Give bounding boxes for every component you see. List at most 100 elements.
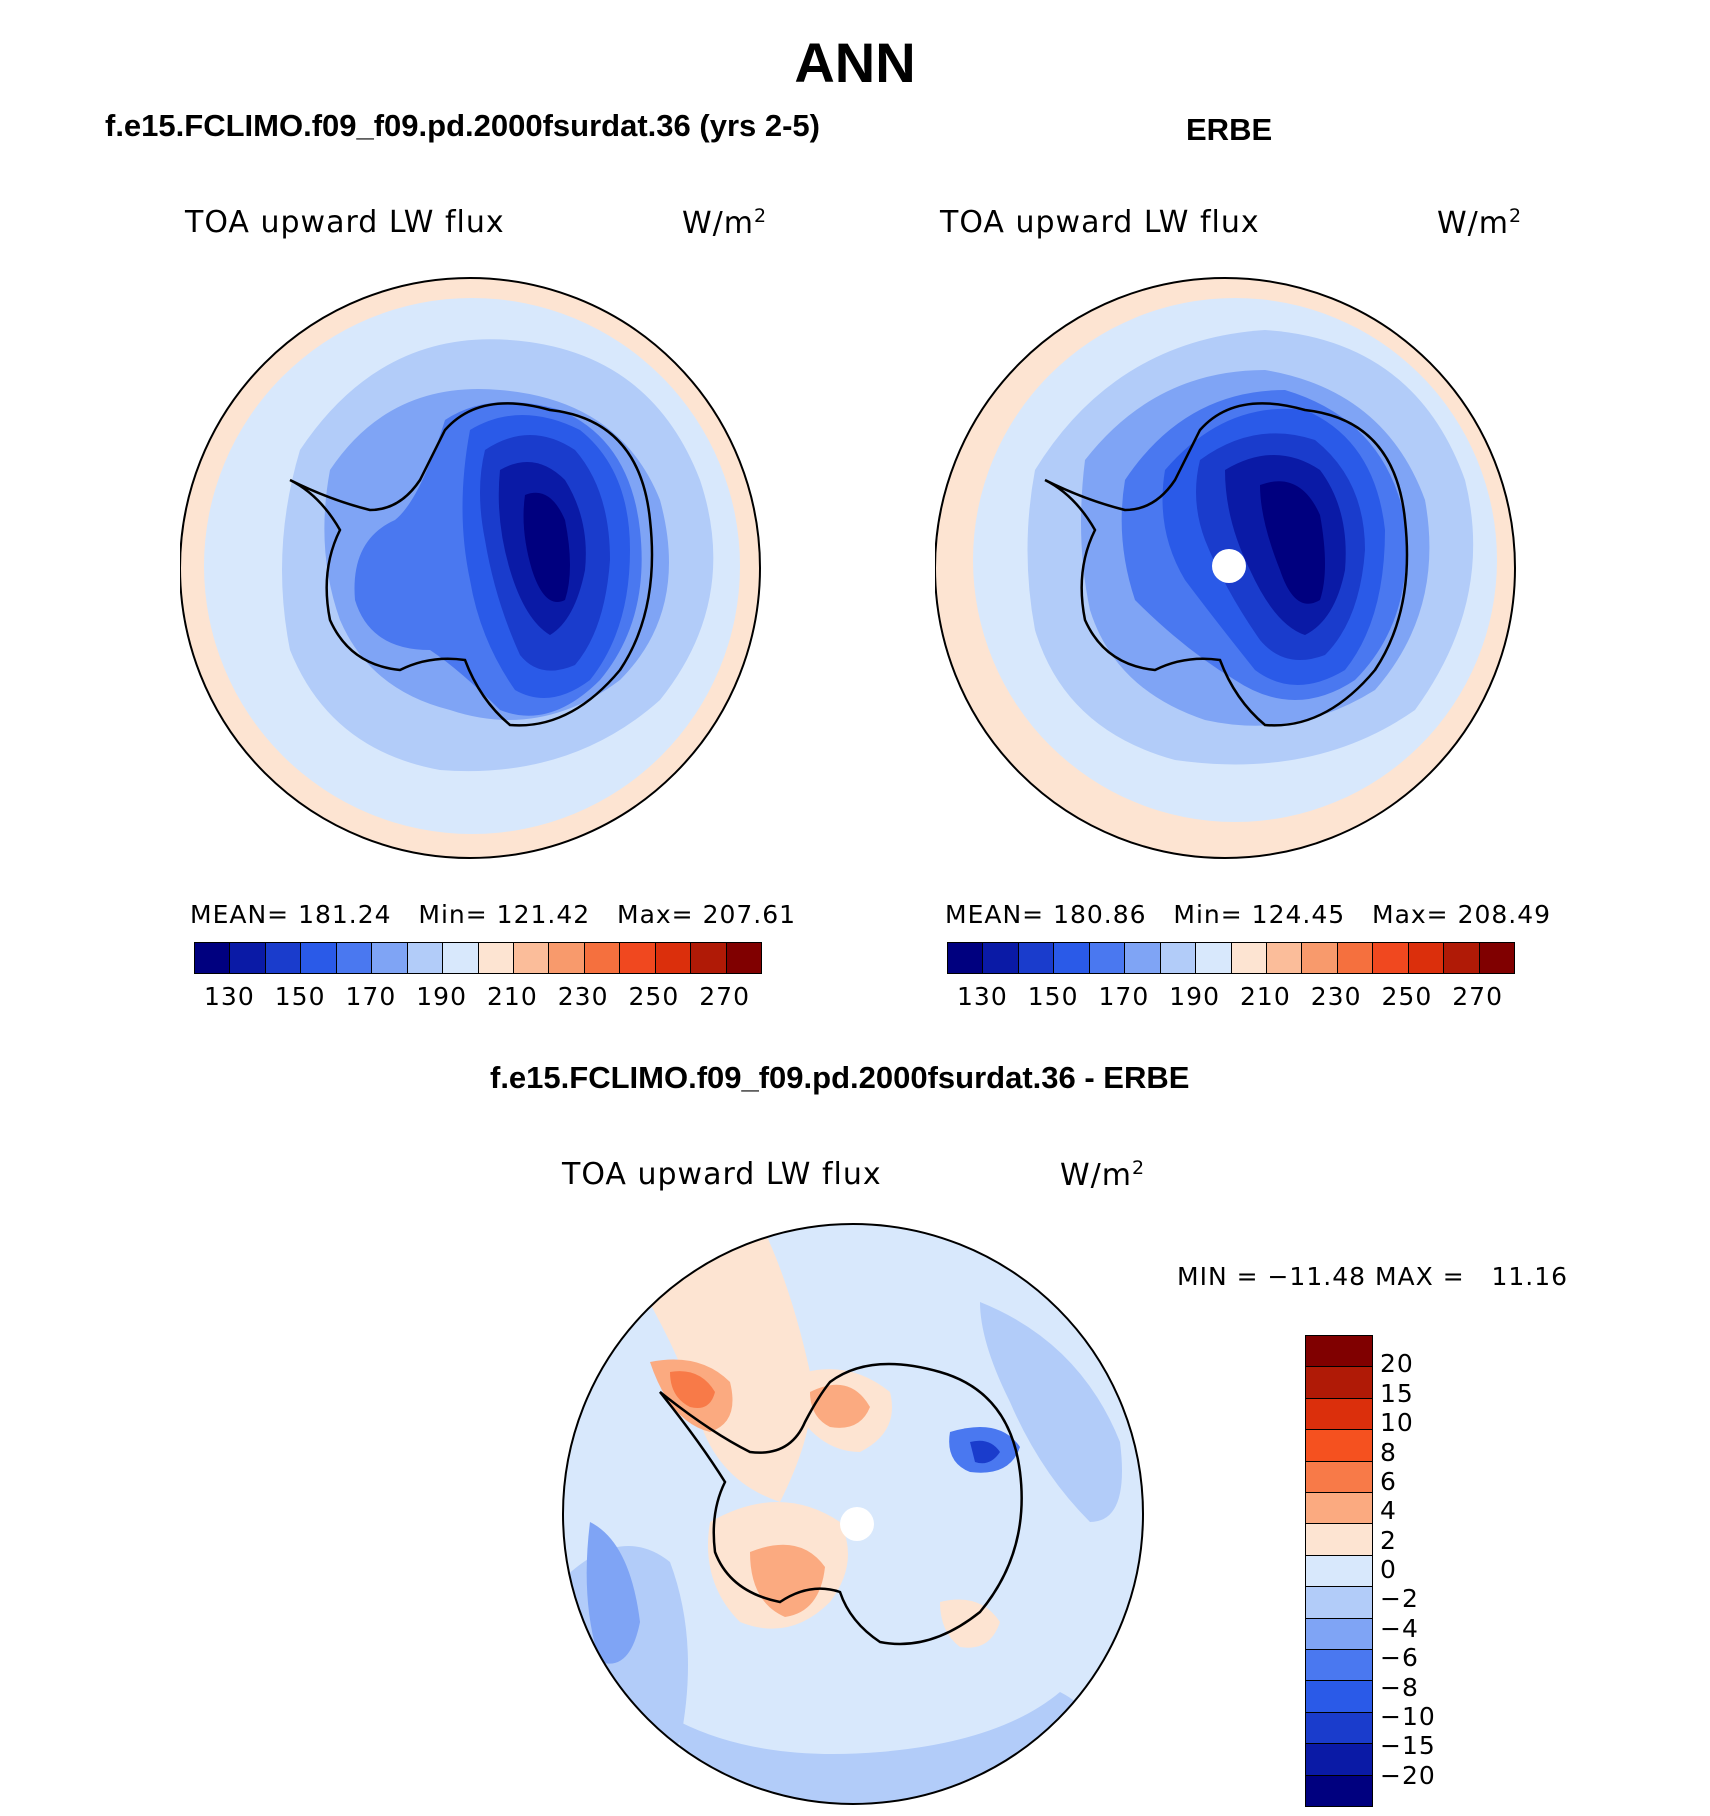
colorbar-obs bbox=[947, 942, 1515, 974]
panel2-units: W/m2 bbox=[1437, 205, 1523, 241]
colorbar-swatch bbox=[443, 943, 479, 973]
colorbar-tick-label: 210 bbox=[487, 982, 538, 1011]
diff-neg-region-east bbox=[980, 1302, 1122, 1522]
colorbar-swatch bbox=[230, 943, 266, 973]
antarctica-coastline bbox=[659, 1362, 1023, 1646]
colorbar-tick-label: 130 bbox=[957, 982, 1008, 1011]
main-title: ANN bbox=[794, 31, 916, 94]
map-panel-model bbox=[180, 277, 761, 859]
colorbar-tick-label: 270 bbox=[1452, 982, 1503, 1011]
colorbar-swatch bbox=[478, 943, 514, 973]
colorbar-tick-label: 250 bbox=[628, 982, 680, 1011]
map-panel-obs bbox=[935, 277, 1516, 859]
colorbar-tick-label: −20 bbox=[1380, 1760, 1436, 1790]
colorbar-swatch bbox=[1306, 1712, 1372, 1745]
missing-data-pole bbox=[840, 1507, 874, 1541]
colorbar-swatch bbox=[1306, 1744, 1372, 1776]
panel1-stats: MEAN= 181.24 Min= 121.42 Max= 207.61 bbox=[190, 900, 797, 929]
colorbar-swatch bbox=[1306, 1493, 1372, 1525]
colorbar-diff bbox=[1305, 1335, 1373, 1807]
missing-data-pole bbox=[1212, 549, 1246, 583]
colorbar-swatch bbox=[407, 943, 444, 973]
colorbar-swatch bbox=[1306, 1775, 1372, 1807]
colorbar-swatch bbox=[195, 943, 231, 973]
colorbar-swatch bbox=[1306, 1461, 1372, 1494]
antarctica-coastline bbox=[289, 402, 654, 727]
colorbar-tick-label: −4 bbox=[1380, 1613, 1419, 1643]
colorbar-swatch bbox=[1196, 943, 1232, 973]
diff-title: f.e15.FCLIMO.f09_f09.pd.2000fsurdat.36 -… bbox=[490, 1060, 1190, 1095]
colorbar-swatch bbox=[1089, 943, 1126, 973]
colorbar-model-ticks: 130 150 170 190 210 230 250 270 bbox=[194, 982, 760, 1014]
colorbar-swatch bbox=[1306, 1587, 1372, 1619]
colorbar-swatch bbox=[1054, 943, 1090, 973]
contour-120-130 bbox=[1260, 481, 1325, 604]
colorbar-swatch bbox=[301, 943, 337, 973]
colorbar-tick-label: 190 bbox=[416, 982, 467, 1011]
colorbar-swatch bbox=[1306, 1555, 1372, 1588]
diff-pos-region-east-interior bbox=[940, 1599, 1000, 1648]
map-border bbox=[180, 277, 761, 859]
colorbar-tick-label: −6 bbox=[1380, 1643, 1419, 1673]
colorbar-tick-label: 6 bbox=[1380, 1466, 1397, 1496]
colorbar-swatch bbox=[1306, 1398, 1372, 1431]
colorbar-tick-label: 4 bbox=[1380, 1496, 1397, 1526]
panel1-units: W/m2 bbox=[682, 205, 768, 241]
diff-minmax: MIN = −11.48 MAX = 11.16 bbox=[1177, 1262, 1569, 1291]
diff-variable: TOA upward LW flux bbox=[562, 1157, 882, 1192]
colorbar-swatch bbox=[265, 943, 302, 973]
colorbar-swatch bbox=[1266, 943, 1303, 973]
colorbar-tick-label: 190 bbox=[1169, 982, 1220, 1011]
colorbar-swatch bbox=[1408, 943, 1445, 973]
diff-units: W/m2 bbox=[1060, 1157, 1146, 1193]
colorbar-tick-label: −2 bbox=[1380, 1584, 1419, 1614]
colorbar-tick-label: 270 bbox=[699, 982, 750, 1011]
diff-pos-region-north-core bbox=[810, 1384, 870, 1428]
antarctica-coastline bbox=[1044, 402, 1409, 727]
colorbar-swatch bbox=[1306, 1367, 1372, 1399]
colorbar-swatch bbox=[1018, 943, 1055, 973]
colorbar-swatch bbox=[1337, 943, 1374, 973]
colorbar-tick-label: 130 bbox=[204, 982, 255, 1011]
diff-pos-region-peninsula-core bbox=[670, 1371, 715, 1408]
colorbar-swatch bbox=[1231, 943, 1267, 973]
colorbar-tick-label: −10 bbox=[1380, 1701, 1436, 1731]
colorbar-swatch bbox=[1125, 943, 1161, 973]
colorbar-swatch bbox=[726, 943, 761, 973]
colorbar-tick-label: 210 bbox=[1240, 982, 1291, 1011]
colorbar-swatch bbox=[1306, 1336, 1372, 1368]
colorbar-diff-ticks: 20 15 10 8 6 4 2 0 −2 −4 −6 −8 −10 −15 −20 bbox=[1380, 1335, 1470, 1805]
colorbar-swatch bbox=[1373, 943, 1409, 973]
colorbar-swatch bbox=[1160, 943, 1197, 973]
colorbar-obs-ticks: 130 150 170 190 210 230 250 270 bbox=[947, 982, 1513, 1014]
diff-neg-region-west-core bbox=[586, 1522, 640, 1664]
colorbar-tick-label: 250 bbox=[1381, 982, 1433, 1011]
colorbar-tick-label: 170 bbox=[1098, 982, 1150, 1011]
colorbar-tick-label: 230 bbox=[1310, 982, 1362, 1011]
colorbar-tick-label: −8 bbox=[1380, 1672, 1419, 1702]
colorbar-swatch bbox=[513, 943, 550, 973]
map-border bbox=[562, 1223, 1144, 1805]
colorbar-swatch bbox=[1306, 1650, 1372, 1682]
colorbar-tick-label: 10 bbox=[1380, 1408, 1414, 1438]
case-title: f.e15.FCLIMO.f09_f09.pd.2000fsurdat.36 (… bbox=[105, 108, 820, 143]
colorbar-tick-label: −15 bbox=[1380, 1731, 1436, 1761]
colorbar-tick-label: 8 bbox=[1380, 1437, 1397, 1467]
panel2-variable: TOA upward LW flux bbox=[940, 205, 1260, 240]
colorbar-swatch bbox=[1306, 1681, 1372, 1713]
colorbar-swatch bbox=[948, 943, 984, 973]
colorbar-swatch bbox=[655, 943, 692, 973]
contour-120-130 bbox=[523, 492, 570, 602]
colorbar-tick-label: 230 bbox=[557, 982, 609, 1011]
panel1-variable: TOA upward LW flux bbox=[185, 205, 505, 240]
panel2-stats: MEAN= 180.86 Min= 124.45 Max= 208.49 bbox=[945, 900, 1552, 929]
colorbar-swatch bbox=[336, 943, 373, 973]
colorbar-tick-label: 20 bbox=[1380, 1349, 1414, 1379]
colorbar-tick-label: 150 bbox=[1027, 982, 1079, 1011]
colorbar-swatch bbox=[1444, 943, 1480, 973]
colorbar-swatch bbox=[372, 943, 408, 973]
colorbar-tick-label: 170 bbox=[345, 982, 397, 1011]
colorbar-tick-label: 0 bbox=[1380, 1555, 1397, 1584]
colorbar-swatch bbox=[1306, 1524, 1372, 1556]
diff-neg-region-coast-core bbox=[970, 1440, 1000, 1464]
